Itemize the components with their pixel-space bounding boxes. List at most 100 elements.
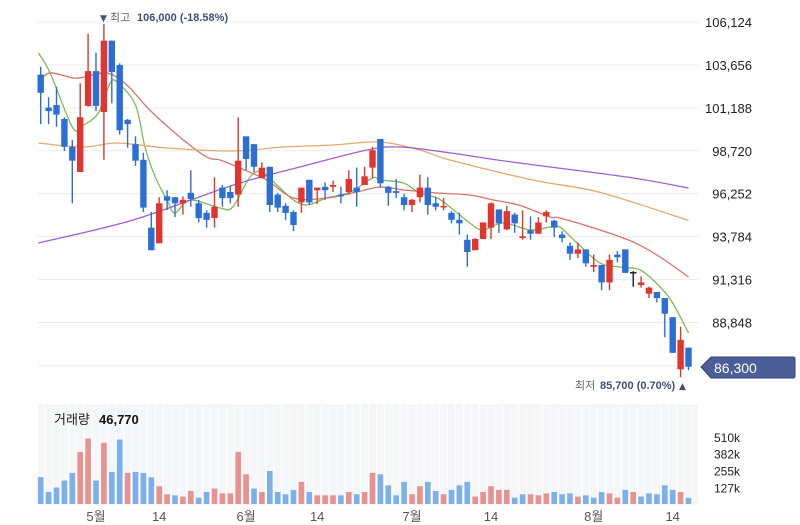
volume-tick-label: 255k [714, 464, 741, 478]
candle [203, 210, 210, 228]
volume-current-value: 46,770 [99, 412, 139, 427]
volume-bar [393, 495, 399, 504]
volume-bar [440, 494, 447, 504]
candle [227, 185, 234, 204]
volume-bar [496, 489, 502, 504]
candle-body [614, 254, 621, 258]
candle [400, 193, 408, 211]
candle-body [140, 159, 147, 208]
candle-body [669, 317, 676, 353]
volume-bar [267, 470, 273, 504]
volume-bar [598, 492, 605, 504]
volume-bar [259, 492, 265, 504]
candle-body [337, 194, 345, 197]
volume-bar [646, 493, 652, 504]
candle [527, 216, 534, 240]
candle [519, 210, 526, 240]
volume-bar [330, 495, 336, 504]
candle [298, 187, 305, 213]
volume-bar [211, 488, 218, 504]
candle-body [495, 209, 503, 224]
candle [163, 190, 171, 211]
candle [511, 212, 518, 233]
candle [148, 211, 155, 251]
candle [242, 136, 250, 171]
candle [622, 249, 629, 273]
candle [306, 179, 313, 206]
candle-body [37, 74, 44, 93]
candle [69, 139, 76, 204]
candle-body [187, 192, 194, 199]
candle-body [377, 138, 384, 184]
candle [195, 199, 202, 223]
date-tick-label: 6월 [236, 509, 255, 524]
candle-body [511, 214, 518, 224]
candle-body [353, 187, 360, 192]
candle [377, 138, 384, 188]
volume-bar [630, 492, 636, 504]
volume-bar [172, 495, 178, 504]
candle [156, 197, 163, 244]
candle-body [290, 211, 297, 226]
candle-body [171, 197, 179, 204]
price-tick-label: 96,252 [712, 187, 752, 202]
candle-body [645, 287, 653, 294]
candle-body [156, 203, 163, 244]
candle-body [487, 203, 495, 228]
candle-body [45, 107, 52, 112]
candle-body [227, 191, 234, 199]
candle-body [282, 205, 289, 213]
volume-bar [519, 494, 526, 504]
candle-body [250, 144, 258, 167]
price-grid [38, 21, 698, 366]
volume-bar [638, 496, 644, 504]
candle-body [551, 220, 558, 228]
high-marker-icon: ▼ [100, 14, 107, 24]
volume-bar [448, 489, 455, 504]
candle-body [124, 119, 131, 125]
moving-average-lines [37, 52, 690, 334]
low-marker-icon: ▲ [679, 382, 686, 392]
volume-bar [314, 495, 320, 504]
volume-bar [188, 490, 194, 504]
volume-bar [353, 494, 360, 504]
volume-bar [148, 477, 155, 504]
candle-body [393, 191, 400, 193]
candle-body [242, 136, 250, 159]
price-tick-label: 106,124 [705, 15, 752, 30]
candle-body [84, 71, 92, 106]
candle [211, 177, 218, 228]
volume-bar [109, 471, 115, 504]
candle [669, 317, 676, 353]
volume-bar [45, 491, 52, 504]
volume-bar [535, 495, 542, 504]
candle-body [590, 265, 597, 267]
candle-body [369, 150, 376, 168]
candle [495, 209, 503, 233]
volume-bar [511, 497, 518, 504]
candle-body [432, 203, 439, 207]
volume-bar [53, 487, 60, 504]
candle [274, 192, 281, 212]
volume-bar [203, 492, 210, 504]
volume-bar [164, 494, 170, 504]
current-price-tag-shape [700, 356, 796, 379]
candle [487, 202, 495, 239]
price-tick-label: 93,784 [712, 230, 752, 245]
volume-bar [417, 486, 423, 504]
volume-bar [243, 474, 249, 504]
candle-body [329, 185, 337, 187]
candle [337, 186, 345, 204]
candle-body [132, 144, 139, 161]
low-annotation: 최저 85,700 (0.70%) ▲ [575, 379, 686, 392]
current-price-tag: 86,300 [700, 356, 796, 379]
candle-body [211, 206, 218, 219]
volume-bar [85, 438, 91, 504]
candle-body [77, 117, 84, 172]
volume-bar [61, 480, 68, 504]
candle [282, 203, 289, 220]
candle [606, 254, 613, 291]
candle [503, 205, 510, 231]
candle [543, 210, 550, 223]
